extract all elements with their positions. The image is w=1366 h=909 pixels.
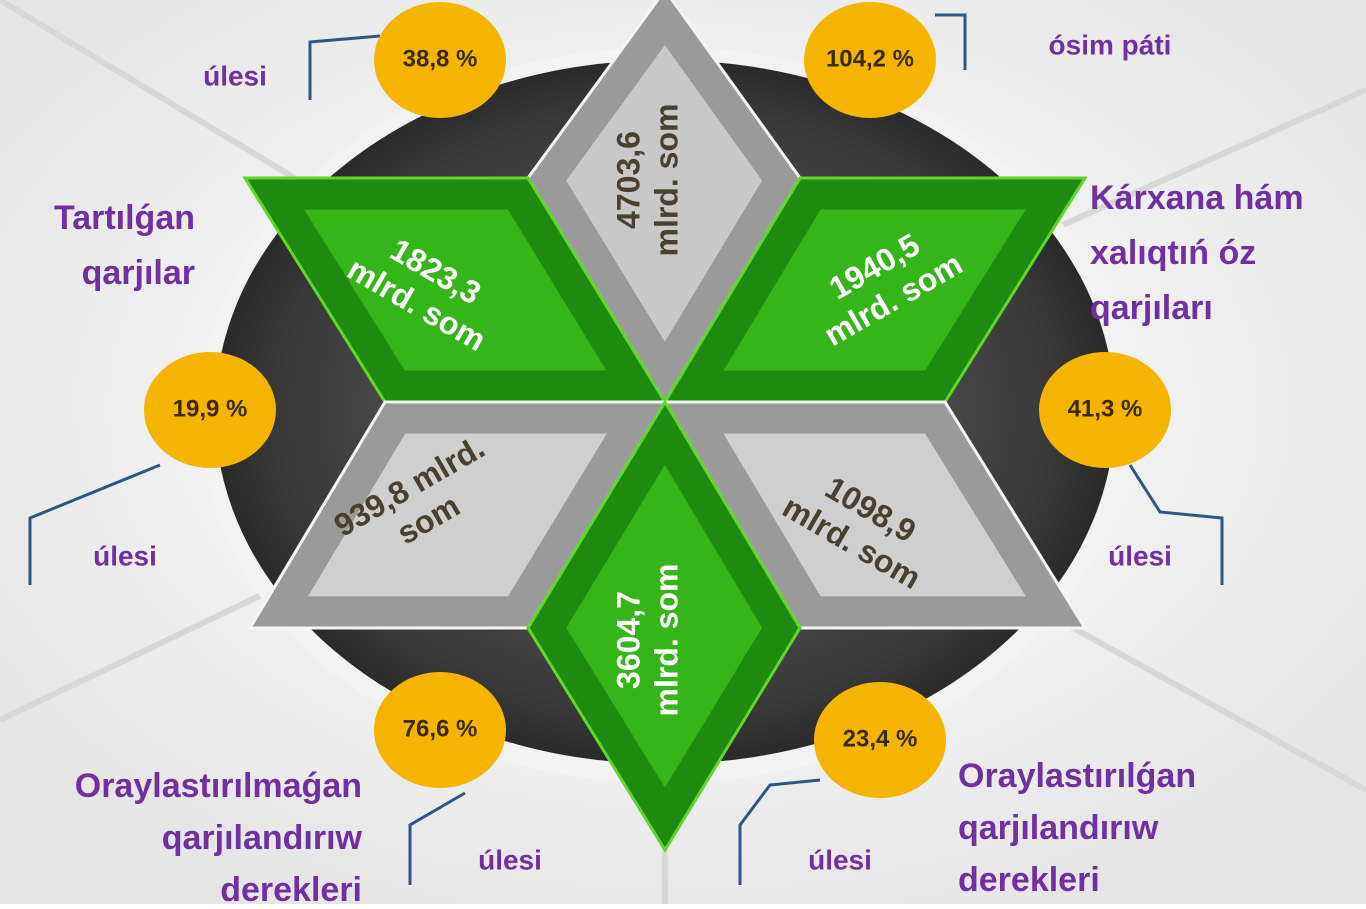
badge-text: 41,3 % [1068, 395, 1143, 422]
label-line: qarjılandırıw [162, 819, 363, 857]
rhombus-face [566, 45, 763, 342]
label-line: Tartılǵan [54, 199, 195, 237]
connectors [28, 13, 1224, 885]
value-line: 3604,7 [610, 591, 646, 689]
label-line: derekleri [220, 871, 362, 904]
label-line: qarjılandırıw [958, 809, 1159, 847]
label-line: Oraylastırılǵan [958, 757, 1196, 795]
badge-text: 104,2 % [826, 45, 914, 72]
caption: úlesi [203, 60, 267, 91]
rhombus-face [566, 465, 763, 788]
badge-text: 38,8 % [403, 45, 478, 72]
rhombus-face [304, 209, 607, 371]
caption: úlesi [478, 844, 542, 875]
badge [374, 672, 506, 788]
badge [814, 682, 946, 798]
badge [1039, 352, 1171, 468]
caption: ósim páti [1049, 29, 1172, 60]
rhombus-face [307, 433, 607, 597]
value-line: mlrd. som [648, 564, 684, 717]
badge-text: 19,9 % [173, 395, 248, 422]
label-line: Oraylastırılmaǵan [75, 767, 362, 805]
hexagram [242, 0, 1088, 853]
badge-text: 76,6 % [403, 715, 478, 742]
label-line: qarjıları [1090, 289, 1213, 327]
badge-text: 23,4 % [843, 725, 918, 752]
caption: úlesi [93, 540, 157, 571]
caption: úlesi [1108, 540, 1172, 571]
rhombus-face [723, 209, 1026, 371]
value-line: 4703,6 [610, 131, 646, 229]
rhombus-value: 4703,6 mlrd. som [610, 104, 684, 257]
badge [374, 2, 506, 118]
label-line: Kárxana hám [1090, 179, 1304, 217]
label-line: qarjılar [82, 254, 195, 292]
badge [804, 2, 936, 118]
rhombus-value: 3604,7 mlrd. som [610, 564, 684, 717]
value-line: mlrd. som [648, 104, 684, 257]
label-line: derekleri [958, 861, 1100, 899]
label-line: xalıqtıń óz [1090, 234, 1256, 272]
rhombus-face [723, 433, 1026, 597]
caption: úlesi [808, 844, 872, 875]
badge [144, 352, 276, 468]
